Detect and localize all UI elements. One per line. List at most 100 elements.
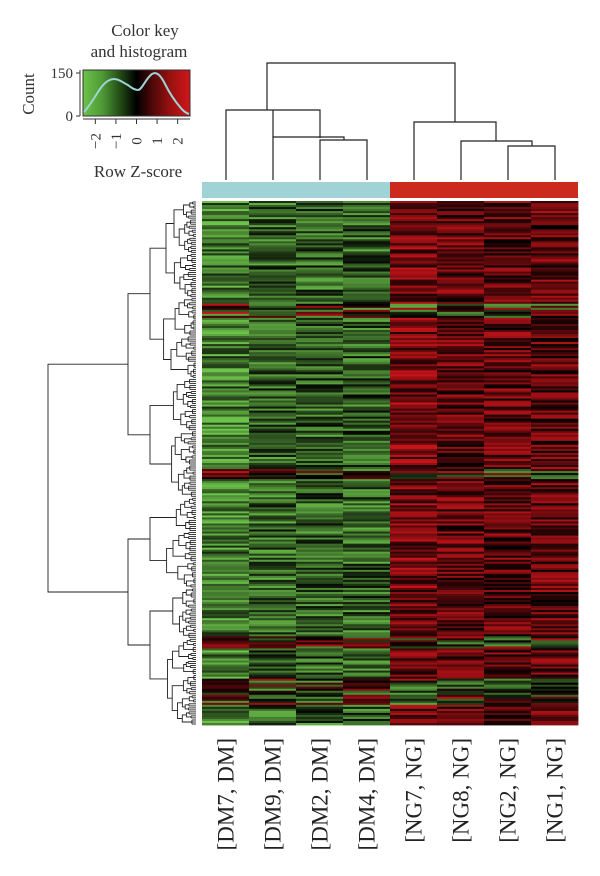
heatmap-cell [249, 642, 297, 645]
heatmap-cell [390, 233, 438, 236]
heatmap-cell [437, 704, 485, 708]
heatmap-cell [202, 471, 250, 474]
heatmap-cell [343, 493, 391, 496]
heatmap-cell [249, 509, 297, 512]
heatmap-cell [343, 672, 391, 676]
heatmap-cell [484, 626, 532, 629]
heatmap-cell [202, 448, 250, 452]
heatmap-cell [484, 622, 532, 625]
heatmap-cell [296, 606, 344, 609]
heatmap-cell [202, 543, 250, 547]
heatmap-cell [202, 525, 250, 528]
heatmap-cell [484, 265, 532, 268]
heatmap-cell [343, 209, 391, 212]
heatmap-cell [484, 587, 532, 591]
row-dendrogram-branch [177, 702, 183, 719]
heatmap-cell [343, 589, 391, 593]
heatmap-cell [390, 378, 438, 381]
heatmap-cell [249, 487, 297, 490]
heatmap-cell [390, 477, 438, 480]
heatmap-cell [249, 211, 297, 214]
heatmap-cell [390, 249, 438, 252]
heatmap-cell [296, 392, 344, 395]
heatmap-cell [484, 221, 532, 224]
heatmap-cell [390, 289, 438, 293]
heatmap-cell [390, 559, 438, 563]
heatmap-cell [531, 287, 579, 291]
heatmap-cell [343, 686, 391, 690]
heatmap-cell [202, 362, 250, 365]
heatmap-cell [343, 203, 391, 206]
heatmap-cell [202, 579, 250, 583]
heatmap-cell [249, 489, 297, 492]
heatmap-cell [437, 313, 485, 317]
heatmap-cell [249, 589, 297, 593]
heatmap-cell [437, 251, 485, 254]
heatmap-cell [531, 215, 579, 218]
heatmap-cell [484, 414, 532, 418]
heatmap-cell [202, 303, 250, 307]
heatmap-cell [437, 638, 485, 641]
heatmap-cell [343, 491, 391, 494]
heatmap-cell [249, 652, 297, 655]
heatmap-cell [202, 251, 250, 254]
heatmap-cell [343, 652, 391, 655]
heatmap-cell [390, 563, 438, 567]
heatmap-cell [437, 529, 485, 532]
color-key-gradient [82, 69, 191, 117]
heatmap-cell [484, 404, 532, 407]
heatmap-cell [296, 716, 344, 720]
heatmap-cell [390, 688, 438, 692]
heatmap-cell [437, 589, 485, 593]
heatmap-cell [296, 509, 344, 512]
heatmap-cell [484, 575, 532, 579]
heatmap-cell [484, 581, 532, 585]
heatmap-cell [249, 515, 297, 518]
color-key-ytick-0: 0 [66, 109, 74, 125]
heatmap-cell [390, 313, 438, 317]
heatmap-cell [202, 706, 250, 710]
heatmap-cell [202, 263, 250, 266]
heatmap-cell [202, 688, 250, 692]
heatmap-cell [484, 686, 532, 690]
heatmap-cell [484, 336, 532, 339]
heatmap-cell [437, 336, 485, 339]
heatmap-cell [484, 688, 532, 692]
heatmap-cell [531, 313, 579, 317]
row-dendrogram-branch [182, 394, 188, 405]
heatmap-cell [249, 334, 297, 337]
heatmap-cell [249, 362, 297, 365]
heatmap-cell [437, 460, 485, 464]
heatmap-cell [390, 463, 438, 466]
heatmap-cell [296, 354, 344, 357]
heatmap-cell [296, 670, 344, 673]
heatmap-cell [390, 716, 438, 720]
heatmap-cell [296, 257, 344, 260]
heatmap-cell [437, 577, 485, 581]
heatmap-cell [390, 458, 438, 462]
heatmap-cell [390, 620, 438, 623]
heatmap-cell [531, 388, 579, 391]
heatmap-cell [531, 251, 579, 254]
heatmap-cell [531, 573, 579, 577]
heatmap-cell [484, 271, 532, 274]
row-dendrogram-branch [149, 517, 177, 562]
heatmap-cell [249, 682, 297, 686]
heatmap-cell [202, 446, 250, 450]
heatmap-cell [390, 311, 438, 315]
heatmap-cell [437, 539, 485, 542]
heatmap-cell [390, 340, 438, 343]
heatmap-cell [249, 517, 297, 520]
heatmap-cell [249, 692, 297, 696]
heatmap-cell [249, 660, 297, 663]
heatmap-cell [531, 672, 579, 676]
heatmap-cell [484, 289, 532, 293]
heatmap-cell [296, 471, 344, 474]
heatmap-cell [437, 408, 485, 411]
heatmap-cell [390, 690, 438, 694]
heatmap-cell [296, 654, 344, 657]
heatmap-cell [202, 209, 250, 212]
heatmap-cell [249, 267, 297, 270]
heatmap-cell [202, 684, 250, 688]
heatmap-cell [296, 305, 344, 309]
